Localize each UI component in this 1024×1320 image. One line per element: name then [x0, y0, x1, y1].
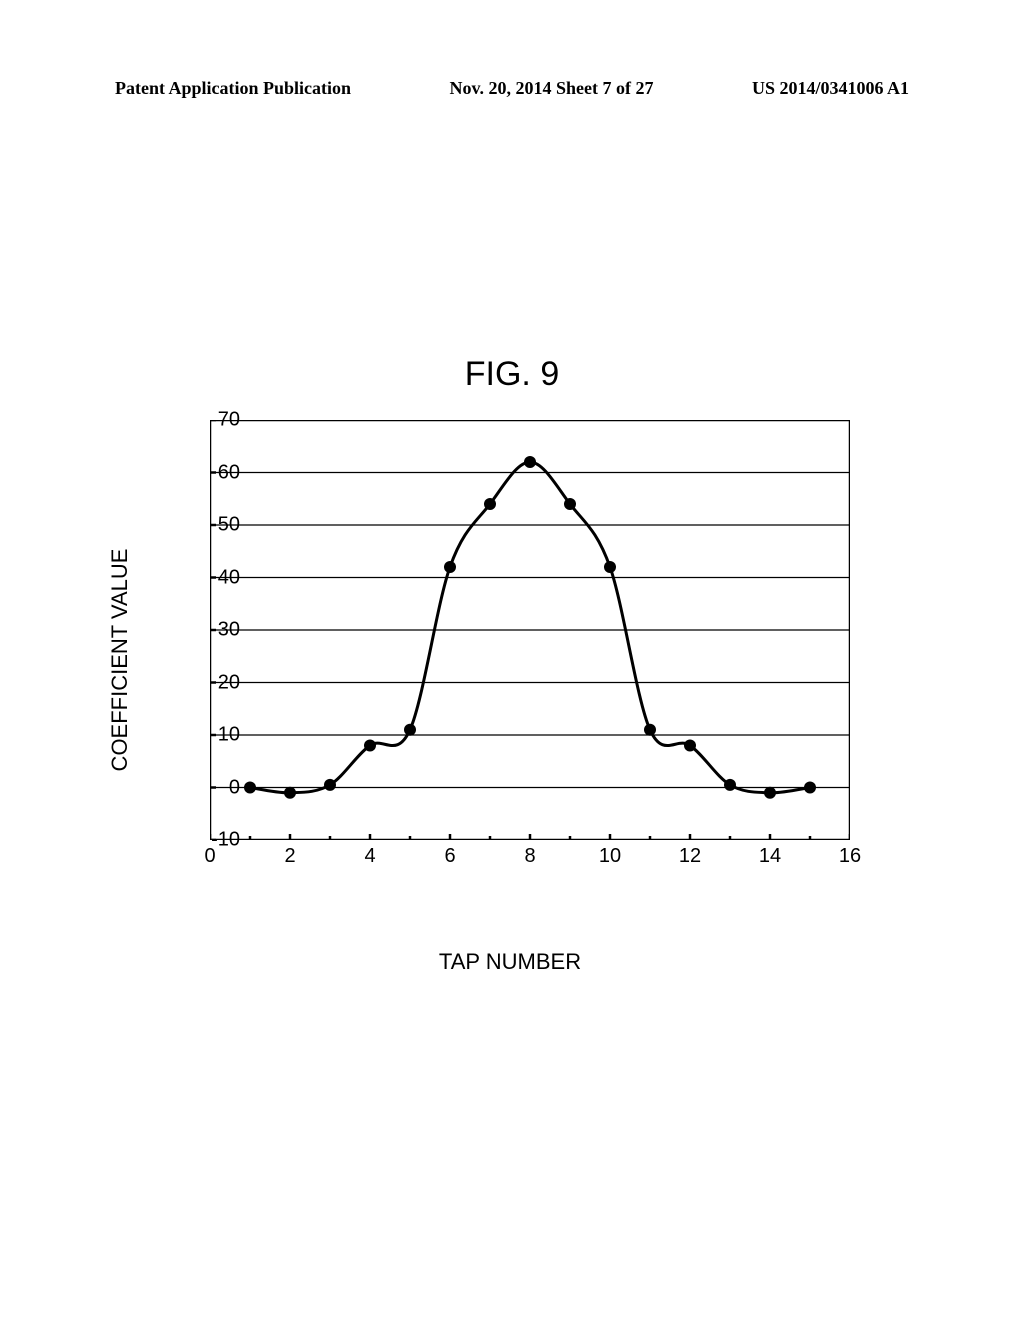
y-tick-label: 40 [200, 566, 240, 589]
plot-area [210, 420, 850, 840]
y-tick-label: 60 [200, 461, 240, 484]
header-left: Patent Application Publication [115, 78, 351, 99]
y-axis-label: COEFFICIENT VALUE [107, 549, 133, 772]
figure-title: FIG. 9 [0, 355, 1024, 394]
x-tick-label: 16 [839, 845, 861, 868]
page-header: Patent Application Publication Nov. 20, … [115, 78, 909, 99]
x-tick-label: 12 [679, 845, 701, 868]
x-axis-label: TAP NUMBER [130, 949, 890, 975]
chart-svg [210, 420, 850, 840]
y-tick-label: 30 [200, 619, 240, 642]
x-tick-label: 2 [284, 845, 295, 868]
y-tick-label: 50 [200, 514, 240, 537]
y-tick-label: 70 [200, 409, 240, 432]
x-tick-label: 0 [204, 845, 215, 868]
x-tick-label: 4 [364, 845, 375, 868]
x-tick-label: 8 [524, 845, 535, 868]
x-tick-label: 6 [444, 845, 455, 868]
header-right: US 2014/0341006 A1 [752, 78, 909, 99]
y-tick-label: 0 [200, 776, 240, 799]
y-tick-label: 10 [200, 724, 240, 747]
header-center: Nov. 20, 2014 Sheet 7 of 27 [450, 78, 654, 99]
chart-container: COEFFICIENT VALUE TAP NUMBER -1001020304… [130, 410, 890, 910]
x-tick-label: 14 [759, 845, 781, 868]
x-tick-label: 10 [599, 845, 621, 868]
y-tick-label: 20 [200, 671, 240, 694]
